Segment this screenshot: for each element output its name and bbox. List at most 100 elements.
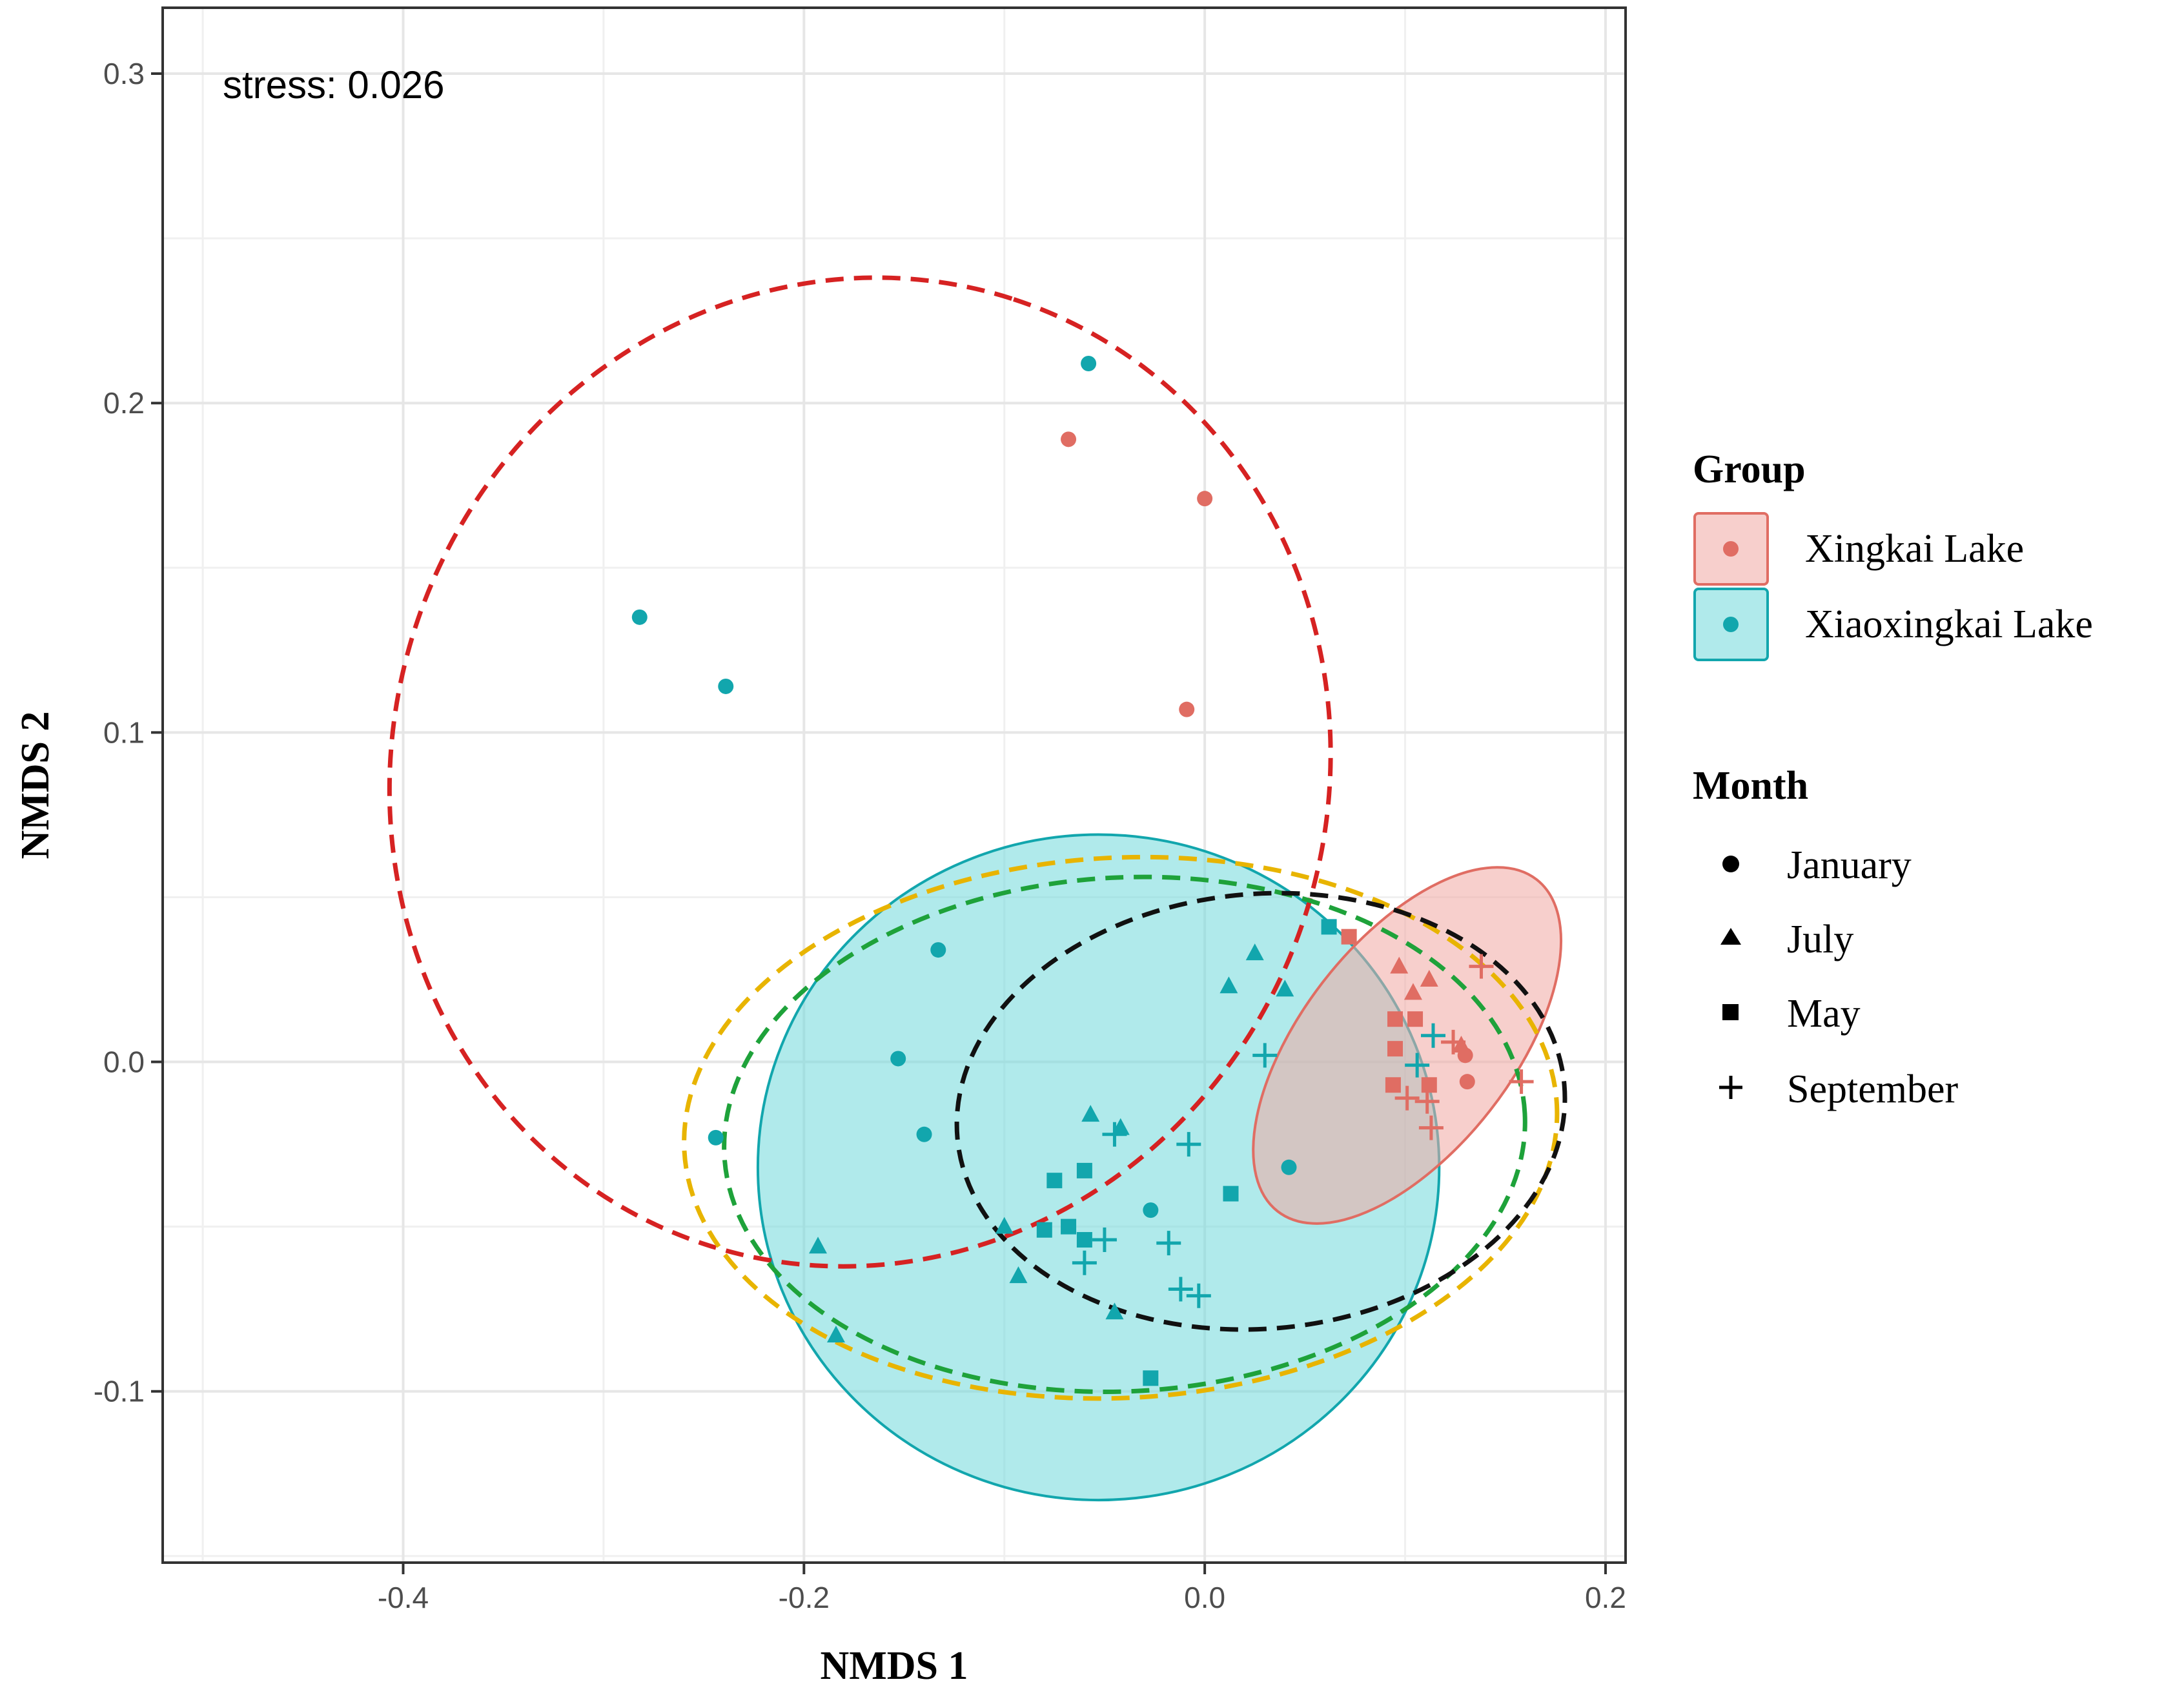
x-tick-label: 0.0 (1184, 1581, 1225, 1614)
x-tick-label: 0.2 (1585, 1581, 1626, 1614)
point-xingkai-january (1459, 1074, 1475, 1090)
legend-shape-january (1722, 856, 1739, 872)
legend-item-september: September (1719, 1067, 1958, 1111)
legend-group-title: Group (1693, 447, 1806, 491)
point-xiaoxingkai-may (1076, 1232, 1092, 1248)
point-xiaoxingkai-july (809, 1237, 828, 1254)
point-xiaoxingkai-january (930, 942, 946, 958)
point-xiaoxingkai-july (1081, 1105, 1100, 1122)
y-tick-label: 0.2 (103, 386, 145, 420)
point-xingkai-january (1061, 431, 1077, 447)
point-xiaoxingkai-january (1081, 355, 1097, 371)
legend-dot-xingkai (1723, 541, 1739, 557)
point-xiaoxingkai-september (1405, 1053, 1430, 1078)
point-xingkai-july (1403, 983, 1422, 1000)
x-axis-ticks: -0.4 -0.2 0.0 0.2 (378, 1563, 1626, 1614)
point-xingkai-may (1387, 1041, 1403, 1057)
point-xiaoxingkai-september (1102, 1122, 1127, 1147)
point-xiaoxingkai-september (1186, 1283, 1211, 1308)
legend-label-july: July (1787, 918, 1853, 961)
legend-shape-july (1720, 928, 1741, 945)
point-xingkai-july (1452, 1036, 1471, 1053)
point-xiaoxingkai-september (1072, 1250, 1097, 1275)
legend-item-january: January (1722, 843, 1912, 887)
point-xiaoxingkai-may (1223, 1186, 1239, 1202)
y-tick-label: 0.3 (103, 57, 145, 90)
point-xingkai-september (1509, 1069, 1534, 1094)
point-xiaoxingkai-september (1092, 1228, 1117, 1253)
point-xingkai-september (1414, 1089, 1440, 1114)
y-axis-title: NMDS 2 (14, 711, 57, 859)
point-xiaoxingkai-may (1061, 1218, 1077, 1235)
point-xiaoxingkai-september (1176, 1132, 1201, 1157)
legend-label-september: September (1787, 1067, 1958, 1111)
point-xiaoxingkai-july (1245, 943, 1264, 961)
legend-label-xiaoxingkai: Xiaoxingkai Lake (1805, 602, 2093, 646)
x-axis-title: NMDS 1 (820, 1644, 968, 1688)
y-tick-label: -0.1 (94, 1375, 145, 1408)
point-xiaoxingkai-july (826, 1325, 845, 1342)
point-xingkai-september (1469, 954, 1494, 979)
point-xingkai-september (1441, 1029, 1466, 1054)
x-tick-label: -0.4 (378, 1581, 429, 1614)
legend-item-xiaoxingkai: Xiaoxingkai Lake (1693, 588, 2093, 661)
point-xiaoxingkai-july (1009, 1266, 1028, 1284)
month-ellipse-september (954, 890, 1567, 1332)
month-ellipses (387, 275, 1567, 1401)
point-xingkai-january (1179, 701, 1195, 717)
point-xingkai-may (1341, 929, 1357, 945)
point-xiaoxingkai-january (1143, 1202, 1159, 1218)
stress-annotation: stress: 0.026 (223, 63, 445, 107)
legend-item-xingkai: Xingkai Lake (1693, 512, 2024, 586)
point-xiaoxingkai-july (995, 1217, 1014, 1234)
point-xingkai-may (1421, 1077, 1437, 1093)
y-axis-ticks: -0.1 0.0 0.1 0.2 0.3 (94, 57, 163, 1408)
point-xiaoxingkai-may (1036, 1222, 1052, 1238)
point-xiaoxingkai-may (1076, 1162, 1092, 1178)
data-points (631, 355, 1534, 1386)
point-xiaoxingkai-january (708, 1129, 724, 1145)
point-xiaoxingkai-september (1252, 1043, 1278, 1068)
point-xiaoxingkai-january (916, 1126, 932, 1142)
point-xiaoxingkai-january (890, 1051, 906, 1067)
x-tick-label: -0.2 (779, 1581, 830, 1614)
point-xingkai-july (1420, 970, 1438, 987)
point-xingkai-may (1385, 1077, 1401, 1093)
month-ellipse-january (387, 275, 1333, 1269)
legend-label-may: May (1787, 992, 1861, 1036)
y-tick-label: 0.0 (103, 1045, 145, 1079)
point-xiaoxingkai-may (1046, 1173, 1063, 1189)
legend-shape-september (1719, 1076, 1742, 1099)
legend: Group Xingkai Lake Xiaoxingkai Lake Mont… (1693, 447, 2093, 1111)
point-xiaoxingkai-july (1220, 976, 1238, 994)
point-xingkai-may (1387, 1011, 1403, 1027)
point-xiaoxingkai-may (1321, 919, 1337, 935)
legend-label-january: January (1787, 843, 1912, 887)
point-xingkai-may (1407, 1011, 1424, 1027)
point-xiaoxingkai-may (1143, 1370, 1159, 1386)
point-xingkai-january (1197, 491, 1213, 507)
legend-label-xingkai: Xingkai Lake (1805, 527, 2024, 571)
legend-shape-may (1722, 1004, 1739, 1020)
legend-month-title: Month (1693, 764, 1808, 808)
month-ellipse-july (682, 854, 1560, 1401)
point-xiaoxingkai-january (1281, 1159, 1297, 1175)
legend-item-may: May (1722, 992, 1861, 1036)
point-xiaoxingkai-july (1276, 980, 1294, 997)
panel-border (161, 6, 1627, 1564)
point-xingkai-september (1394, 1085, 1420, 1111)
point-xiaoxingkai-september (1168, 1277, 1193, 1302)
point-xingkai-september (1418, 1115, 1444, 1140)
legend-item-july: July (1720, 918, 1853, 961)
point-xiaoxingkai-july (1105, 1302, 1124, 1320)
point-xiaoxingkai-september (1421, 1023, 1446, 1048)
point-xiaoxingkai-january (718, 678, 734, 694)
group-ellipse-xiaoxingkai (756, 833, 1441, 1502)
legend-dot-xiaoxingkai (1723, 617, 1739, 632)
month-ellipse-may (722, 874, 1527, 1394)
point-xingkai-july (1390, 956, 1409, 974)
point-xiaoxingkai-january (631, 609, 648, 625)
point-xiaoxingkai-september (1156, 1231, 1181, 1256)
y-tick-label: 0.1 (103, 715, 145, 749)
